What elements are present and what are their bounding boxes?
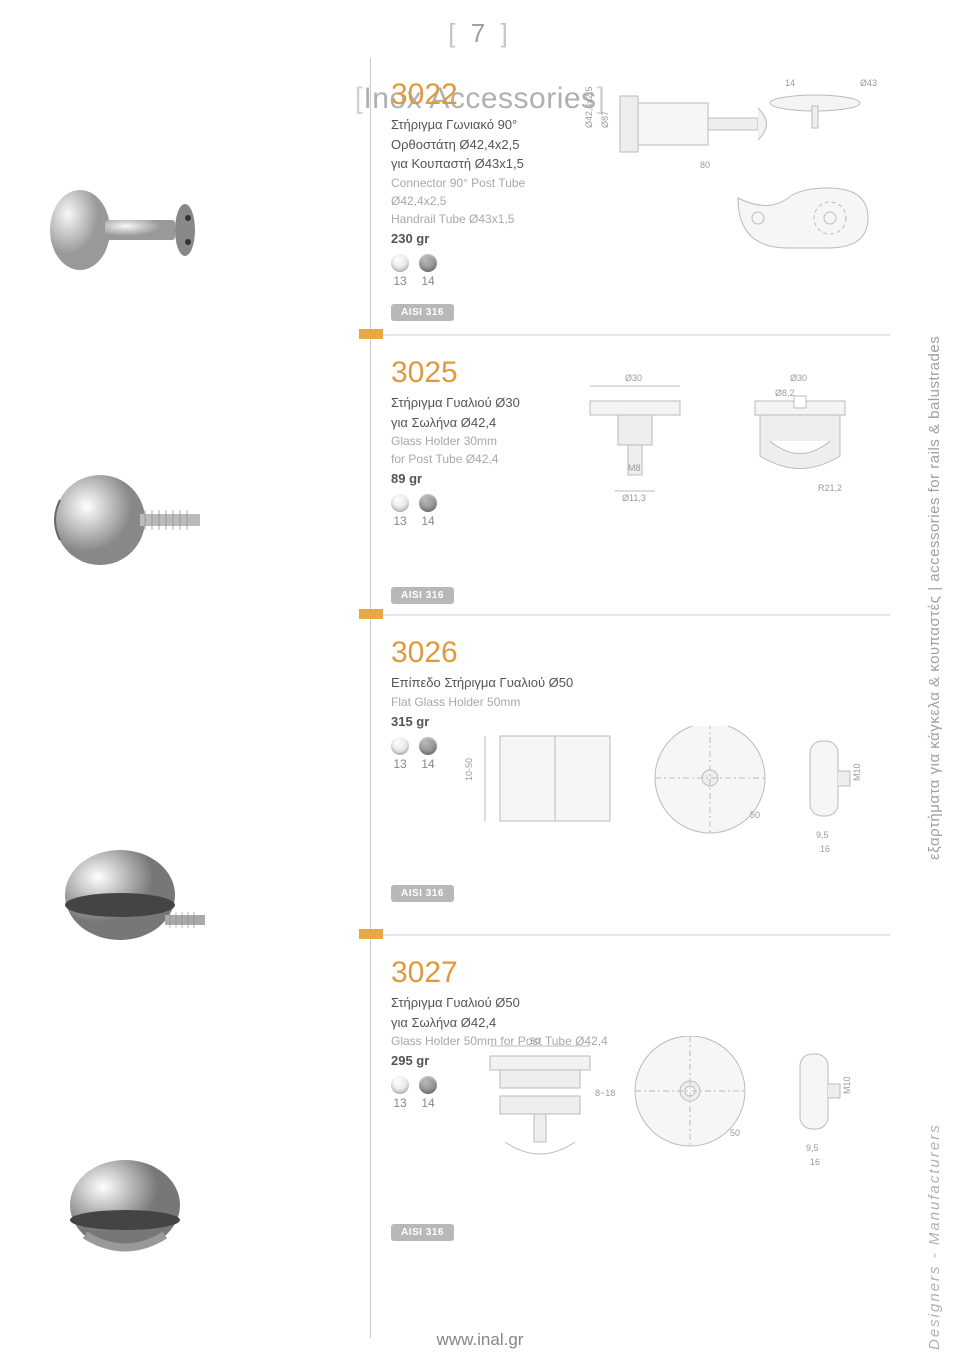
aisi-badge: AISI 316 <box>391 885 454 902</box>
dim-label: 8~18 <box>595 1088 615 1098</box>
tech-drawing-3022: Ø42,4x2,5 Ø87 80 14 Ø43 <box>560 68 890 288</box>
page-number: [ 7 ] <box>448 18 511 49</box>
aisi-badge: AISI 316 <box>391 587 454 604</box>
product-block: 3025 Στήριγμα Γυαλιού Ø30 για Σωλήνα Ø42… <box>371 336 890 616</box>
dim-label: 50 <box>530 1036 540 1046</box>
dim-label: M10 <box>842 1076 852 1094</box>
swatch-label: 14 <box>421 514 434 528</box>
tab-marker-icon <box>359 329 383 339</box>
desc-en: Flat Glass Holder 50mm <box>391 694 890 710</box>
product-render-3022 <box>30 170 230 300</box>
dim-label: 10-50 <box>464 758 474 781</box>
dim-label: M8 <box>628 463 641 473</box>
product-code: 3027 <box>391 956 890 990</box>
swatch: 14 <box>419 254 437 288</box>
desc-gr: Επίπεδο Στήριγμα Γυαλιού Ø50 <box>391 674 890 692</box>
thumbnail <box>30 460 230 583</box>
dim-label: 50 <box>750 810 760 820</box>
tech-drawing-3027: 50 8~18 50 9,5 16 M10 <box>390 1036 890 1236</box>
dim-label: 16 <box>810 1157 820 1167</box>
product-render-3025 <box>30 460 230 580</box>
tech-drawing-3025: Ø30 Ø30 Ø8,2 M8 Ø11,3 R21,2 <box>560 366 880 536</box>
swatch-circle-icon <box>419 494 437 512</box>
tab-marker-icon <box>359 929 383 939</box>
dim-label: Ø30 <box>790 373 807 383</box>
dim-label: 14 <box>785 78 795 88</box>
dim-label: Ø30 <box>625 373 642 383</box>
swatch: 13 <box>391 494 409 528</box>
aisi-badge: AISI 316 <box>391 304 454 321</box>
tech-drawing-3026: 10-50 50 9,5 16 M10 <box>390 726 890 886</box>
dim-label: 80 <box>700 160 710 170</box>
dim-label: R21,2 <box>818 483 842 493</box>
sidebar-category-text: εξαρτήματα για κάγκελα & κουπαστές | acc… <box>926 80 946 860</box>
dim-label: Ø8,2 <box>775 388 795 398</box>
sidebar-brand-text: Designers - Manufacturers <box>926 960 946 1350</box>
dim-label: Ø42,4x2,5 <box>584 86 594 128</box>
dim-label: M10 <box>852 763 862 781</box>
swatch-label: 14 <box>421 274 434 288</box>
dim-label: 50 <box>730 1128 740 1138</box>
product-render-3026 <box>30 830 230 980</box>
page-num-value: 7 <box>471 18 489 48</box>
tab-marker-icon <box>359 609 383 619</box>
swatch-circle-icon <box>419 254 437 272</box>
content-column: 3022 Στήριγμα Γωνιακό 90° Ορθοστάτη Ø42,… <box>370 58 890 1338</box>
swatch-label: 13 <box>393 274 406 288</box>
swatch-circle-icon <box>391 254 409 272</box>
thumbnail <box>30 170 230 303</box>
dim-label: Ø11,3 <box>622 493 646 503</box>
product-block: 3027 Στήριγμα Γυαλιού Ø50 για Σωλήνα Ø42… <box>371 936 890 1276</box>
dim-label: 9,5 <box>806 1143 819 1153</box>
product-block: 3022 Στήριγμα Γωνιακό 90° Ορθοστάτη Ø42,… <box>371 58 890 336</box>
swatch: 14 <box>419 494 437 528</box>
swatch: 13 <box>391 254 409 288</box>
dim-label: 16 <box>820 844 830 854</box>
dim-label: Ø43 <box>860 78 877 88</box>
dim-label: 9,5 <box>816 830 829 840</box>
desc-gr: για Σωλήνα Ø42,4 <box>391 1014 890 1032</box>
product-code: 3026 <box>391 636 890 670</box>
swatch-label: 13 <box>393 514 406 528</box>
footer-url: www.inal.gr <box>437 1330 524 1350</box>
product-render-3027 <box>30 1140 230 1290</box>
product-block: 3026 Επίπεδο Στήριγμα Γυαλιού Ø50 Flat G… <box>371 616 890 936</box>
swatch-circle-icon <box>391 494 409 512</box>
desc-gr: Στήριγμα Γυαλιού Ø50 <box>391 994 890 1012</box>
dim-label: Ø87 <box>600 111 610 128</box>
thumbnail <box>30 830 230 983</box>
thumbnail <box>30 1140 230 1293</box>
